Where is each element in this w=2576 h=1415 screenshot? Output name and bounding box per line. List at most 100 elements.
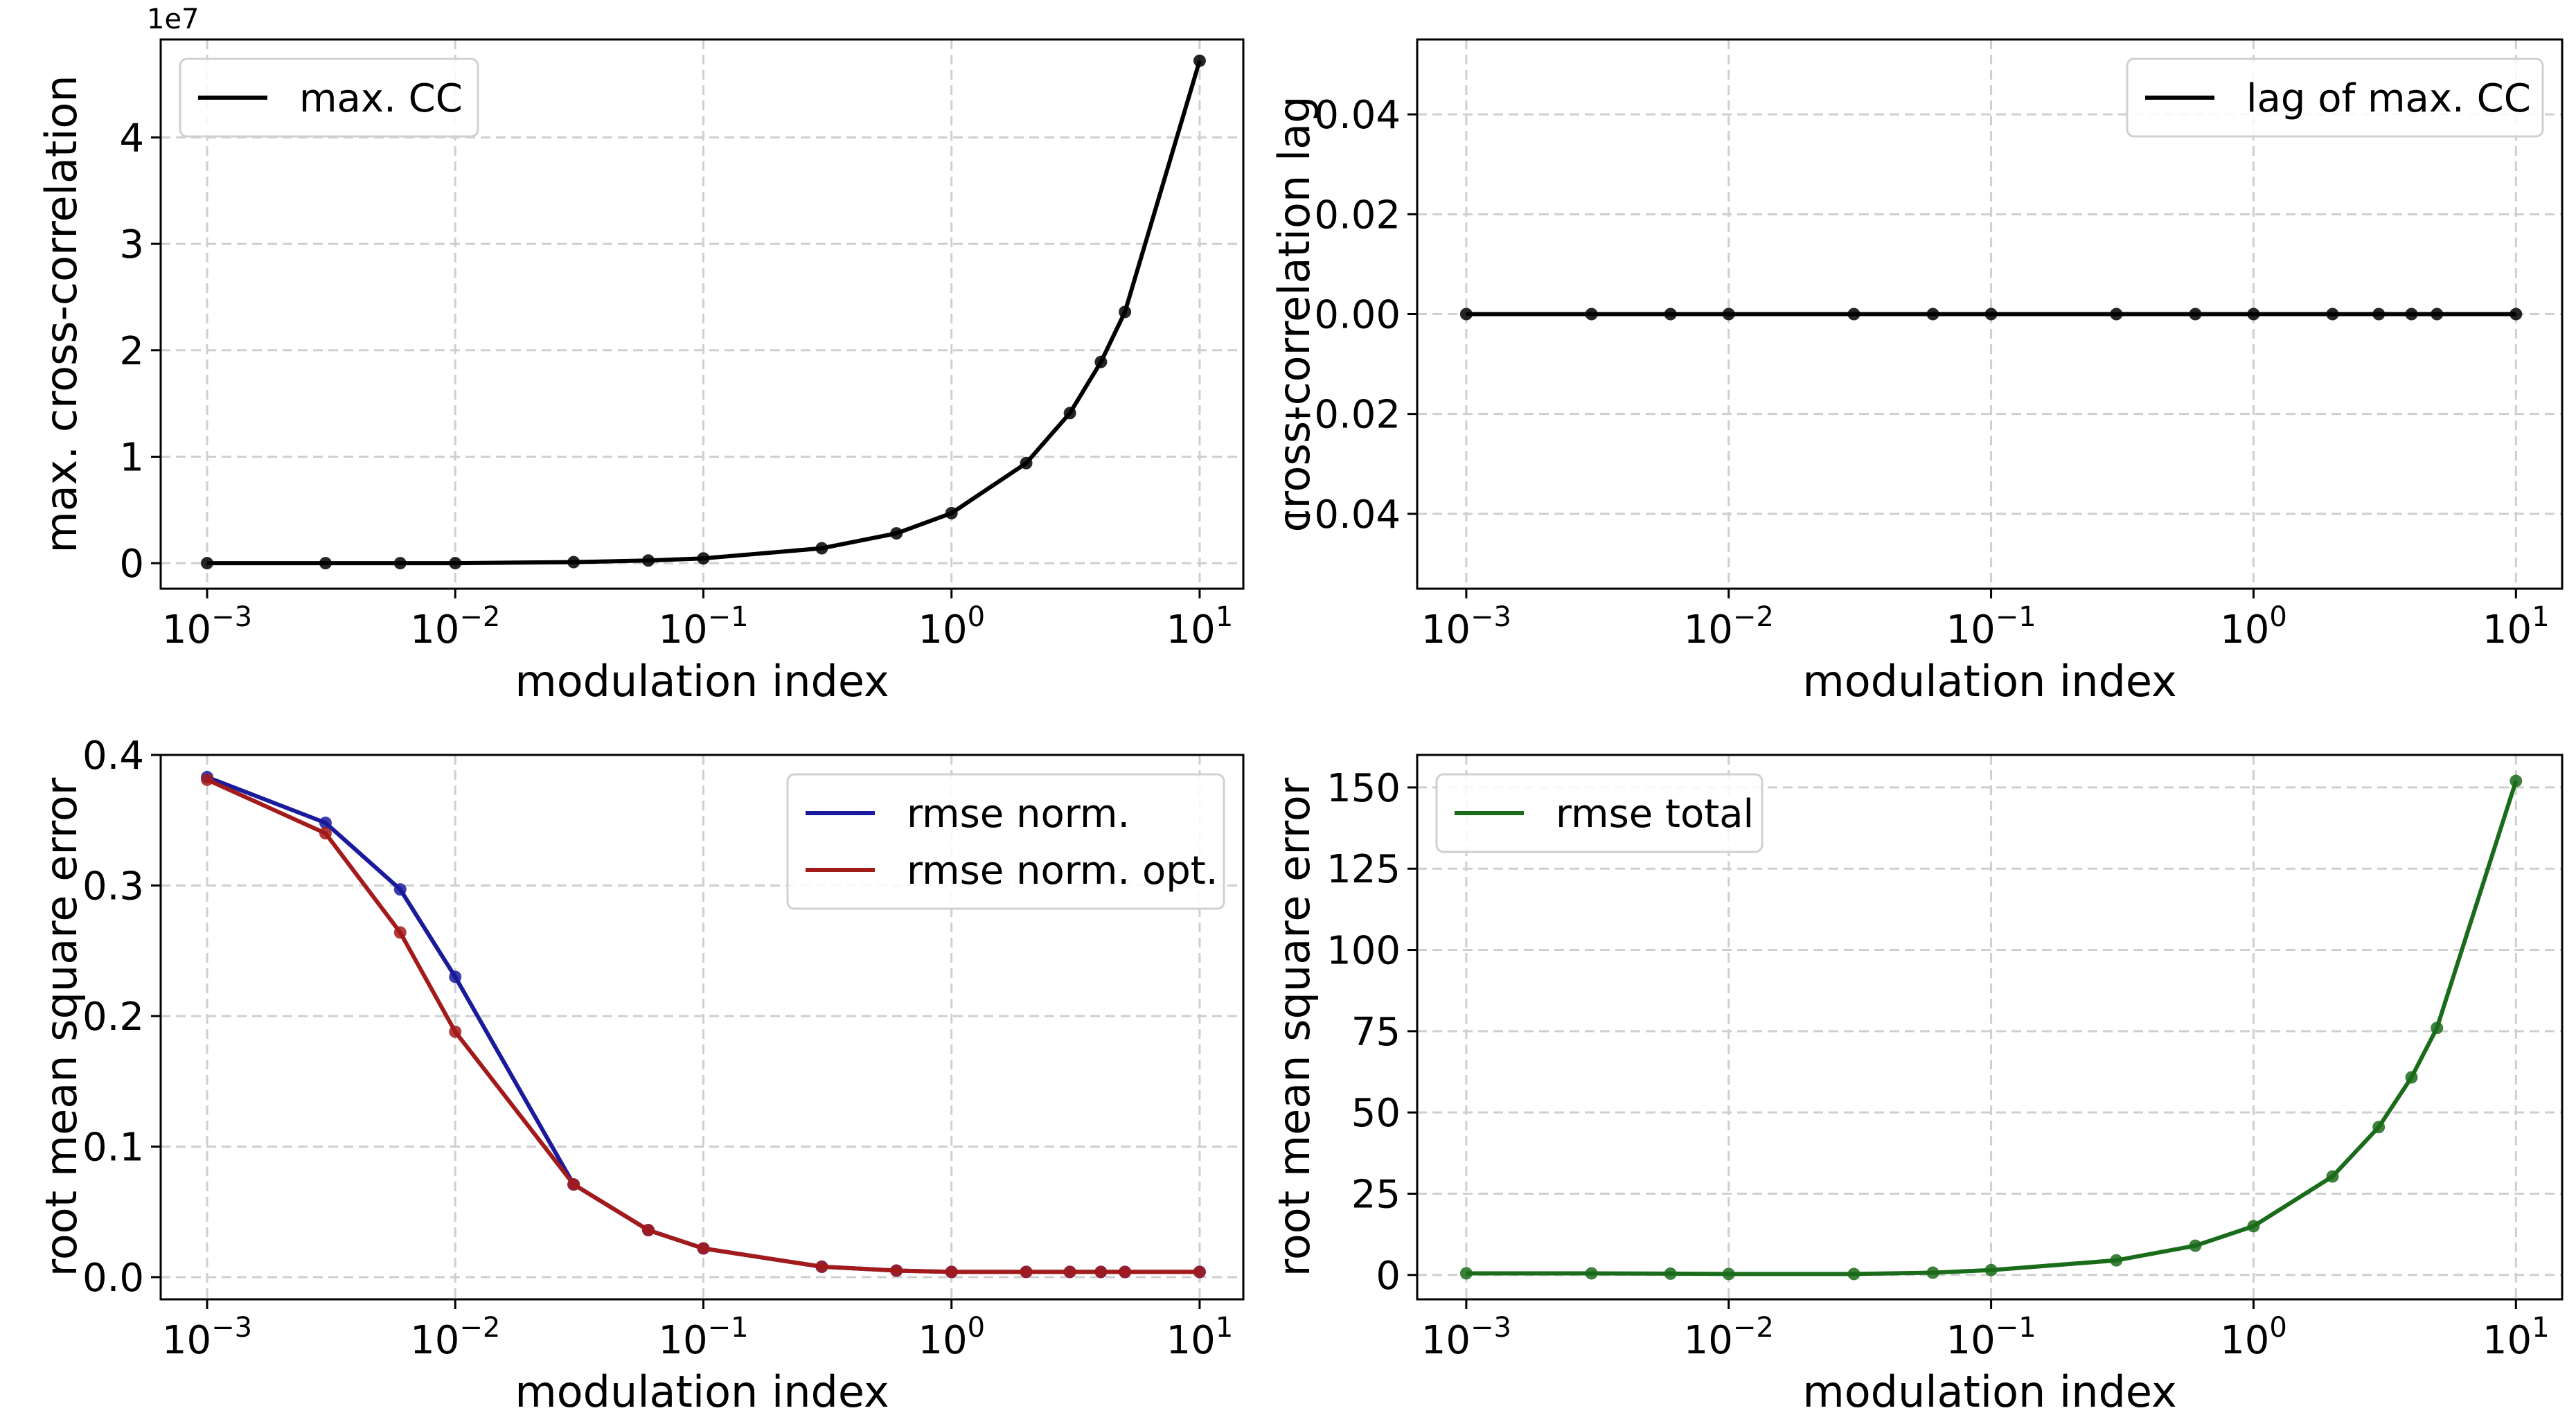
x-tick-label: 10−1 [658,601,748,652]
data-point [2326,1170,2339,1183]
chart-panel-3: 10−3 10−2 10−1 100 101 0.0 0.1 0.2 0.3 0.4 modulat… [36,733,1245,1415]
y-axis-label: max. cross-correlation [36,75,87,553]
data-point [2510,774,2523,787]
x-tick-label: 100 [2220,1312,2287,1363]
legend-box [2126,57,2544,138]
data-point [2405,308,2418,321]
x-tick-label: 10−1 [658,1312,748,1363]
y-tick-label: 100 [1326,929,1401,974]
x-tick-label: 100 [918,1312,985,1363]
data-point [2189,308,2202,321]
x-axis-label: modulation index [515,1367,889,1415]
data-point [1063,1265,1076,1279]
y-tick-label: 3 [119,222,144,267]
data-point [815,542,828,555]
y-tick-label: 0.02 [1314,193,1401,238]
y-tick-label: 75 [1351,1010,1401,1055]
data-point [890,1264,903,1277]
y-tick-label: 0.04 [1314,93,1401,138]
data-point [2405,1071,2418,1084]
data-point [1459,308,1473,321]
data-point [449,557,462,570]
y-tick-label: 0.2 [82,995,144,1040]
data-point [319,557,332,570]
legend: rmse norm. rmse norm. opt. [786,773,1225,910]
data-point [1664,308,1677,321]
data-point [2431,1022,2444,1035]
axes-frame [159,38,1245,590]
x-tick-label: 10−3 [1421,601,1511,652]
legend-label: max. CC [299,76,463,121]
y-axis-label: root mean square error [1269,777,1320,1276]
data-point [2431,308,2444,321]
x-tick-label: 10−1 [1946,601,2036,652]
x-axis-label: modulation index [1802,656,2176,706]
x-tick-label: 101 [1166,601,1234,652]
chart-panel-4: 10−3 10−2 10−1 100 101 0 25 50 75 100 125 150 modula… [1269,754,2564,1415]
x-tick-label: 10−2 [1684,601,1774,652]
legend-label: lag of max. CC [2246,76,2531,121]
data-point [393,926,407,939]
y-tick-label: 0.4 [82,733,144,778]
data-point [1119,305,1132,319]
data-point [2110,308,2123,321]
y-tick-label: −0.02 [1281,393,1401,438]
x-axis-label: modulation index [1802,1367,2176,1415]
legend-label: rmse total [1556,792,1754,837]
data-point [319,817,332,830]
y-tick-label: 4 [119,116,144,161]
data-point [449,1025,462,1038]
data-point [1585,1267,1598,1280]
data-point [1585,308,1598,321]
data-point [1193,1265,1206,1279]
data-point [1063,407,1076,420]
data-point [2372,1121,2386,1134]
x-tick-label: 10−2 [410,601,500,652]
data-point [1984,308,1998,321]
data-point [2510,308,2523,321]
x-axis-label: modulation index [515,656,889,706]
data-point [641,1224,655,1237]
data-point [1722,1267,1735,1281]
data-point [641,554,655,567]
data-point [697,1242,710,1255]
data-point [1926,1266,1939,1279]
data-point [2247,308,2260,321]
y-tick-label: 0.0 [82,1256,144,1301]
data-point [2189,1239,2202,1252]
data-point [945,1265,958,1279]
legend-box [1435,773,1764,853]
y-tick-label: 0.1 [82,1125,144,1170]
x-tick-label: 10−2 [1684,1312,1774,1363]
y-tick-label: −0.04 [1281,492,1401,537]
x-tick-label: 100 [2220,601,2287,652]
y-axis-label: cross-correlation lag [1269,96,1320,532]
axes-frame [1416,754,2564,1301]
legend-box [786,773,1225,910]
data-point [1459,1267,1473,1280]
y-tick-label: 1 [119,435,144,480]
x-tick-label: 10−3 [1421,1312,1511,1363]
data-point [567,1178,580,1191]
data-point [2247,1220,2260,1233]
data-point [890,527,903,540]
data-point [2372,308,2386,321]
data-point [393,557,407,570]
y-tick-label: 125 [1326,847,1401,892]
data-point [1094,1265,1108,1279]
data-point [697,552,710,565]
chart-panel-2: 10−3 10−2 10−1 100 101 −0.04 −0.02 0.00 0.02 0.04… [1269,38,2564,706]
data-point [201,557,214,570]
x-tick-label: 101 [2482,1312,2550,1363]
y-tick-label: 150 [1326,766,1401,811]
data-point [1847,308,1860,321]
data-point [2110,1254,2123,1267]
data-point [201,773,214,786]
axes-frame [159,754,1245,1301]
x-tick-label: 10−3 [162,1312,252,1363]
data-point [393,883,407,896]
data-point [1722,308,1735,321]
legend-box [179,57,479,138]
